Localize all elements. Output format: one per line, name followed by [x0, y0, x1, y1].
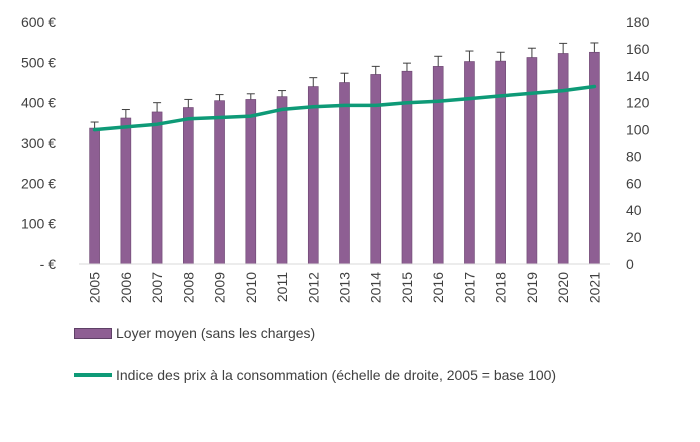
legend-label-rent: Loyer moyen (sans les charges) [116, 325, 316, 341]
x-tick-label: 2010 [243, 272, 259, 303]
y-right-tick-label: 20 [626, 229, 642, 245]
bar [214, 100, 225, 265]
bar [183, 107, 194, 265]
x-tick-label: 2005 [87, 272, 103, 303]
bar [307, 86, 319, 265]
x-tick-label: 2008 [180, 272, 196, 303]
line-series [92, 84, 597, 132]
y-right-tick-label: 160 [626, 41, 650, 57]
x-tick-label: 2013 [337, 272, 353, 303]
y-left-tick-label: 500 € [21, 54, 56, 70]
x-tick-label: 2007 [149, 272, 165, 303]
legend-item-cpi: Indice des prix à la consommation (échel… [74, 367, 556, 383]
bar [89, 127, 100, 265]
x-tick-label: 2016 [430, 272, 446, 303]
x-tick-label: 2020 [555, 272, 571, 303]
y-left-tick-label: 200 € [21, 175, 56, 191]
x-tick-label: 2021 [586, 272, 602, 303]
x-tick-label: 2012 [305, 272, 321, 303]
bar-series [89, 51, 600, 265]
y-left-tick-label: - € [40, 256, 57, 272]
bar [432, 66, 444, 265]
y-left-tick-label: 600 € [21, 14, 56, 30]
x-tick-label: 2014 [368, 272, 384, 303]
x-tick-label: 2019 [524, 272, 540, 303]
x-tick-label: 2017 [461, 272, 477, 303]
x-tick-label: 2018 [493, 272, 509, 303]
x-axis: 2005 2006 2007 2008 2009 2010 2011 2012 2013 2014… [87, 272, 603, 303]
y-right-tick-label: 100 [626, 122, 650, 138]
cpi-line [92, 84, 597, 132]
bar [589, 51, 600, 265]
x-tick-label: 2015 [399, 272, 415, 303]
x-tick-label: 2011 [274, 272, 290, 302]
y-right-axis: 0 20 40 60 80 100 120 140 160 180 [626, 14, 650, 272]
bar [245, 99, 257, 265]
y-right-tick-label: 60 [626, 175, 642, 191]
bar [339, 82, 350, 265]
y-right-tick-label: 120 [626, 95, 650, 111]
bar [370, 74, 382, 265]
bar [276, 96, 288, 265]
x-tick-label: 2006 [118, 272, 134, 303]
y-right-tick-label: 0 [626, 256, 634, 272]
bar [401, 70, 413, 265]
bar [495, 60, 506, 265]
y-right-tick-label: 40 [626, 202, 642, 218]
x-tick-label: 2009 [212, 272, 228, 303]
bar [526, 57, 538, 265]
y-right-tick-label: 80 [626, 148, 642, 164]
y-right-tick-label: 140 [626, 68, 650, 84]
bar [151, 111, 163, 265]
legend-label-cpi: Indice des prix à la consommation (échel… [116, 367, 557, 383]
bar [557, 53, 569, 265]
y-left-tick-label: 400 € [21, 95, 56, 111]
y-right-tick-label: 180 [626, 14, 650, 30]
y-left-tick-label: 300 € [21, 135, 56, 151]
y-left-tick-label: 100 € [21, 216, 56, 232]
bar [120, 117, 132, 265]
legend-swatch-bar [74, 327, 112, 339]
error-bars [90, 42, 599, 129]
legend-item-rent: Loyer moyen (sans les charges) [74, 325, 315, 341]
y-left-axis: - € 100 € 200 € 300 € 400 € 500 € 600 € [21, 14, 56, 272]
legend-swatch-line [74, 373, 112, 377]
bar [464, 61, 475, 265]
